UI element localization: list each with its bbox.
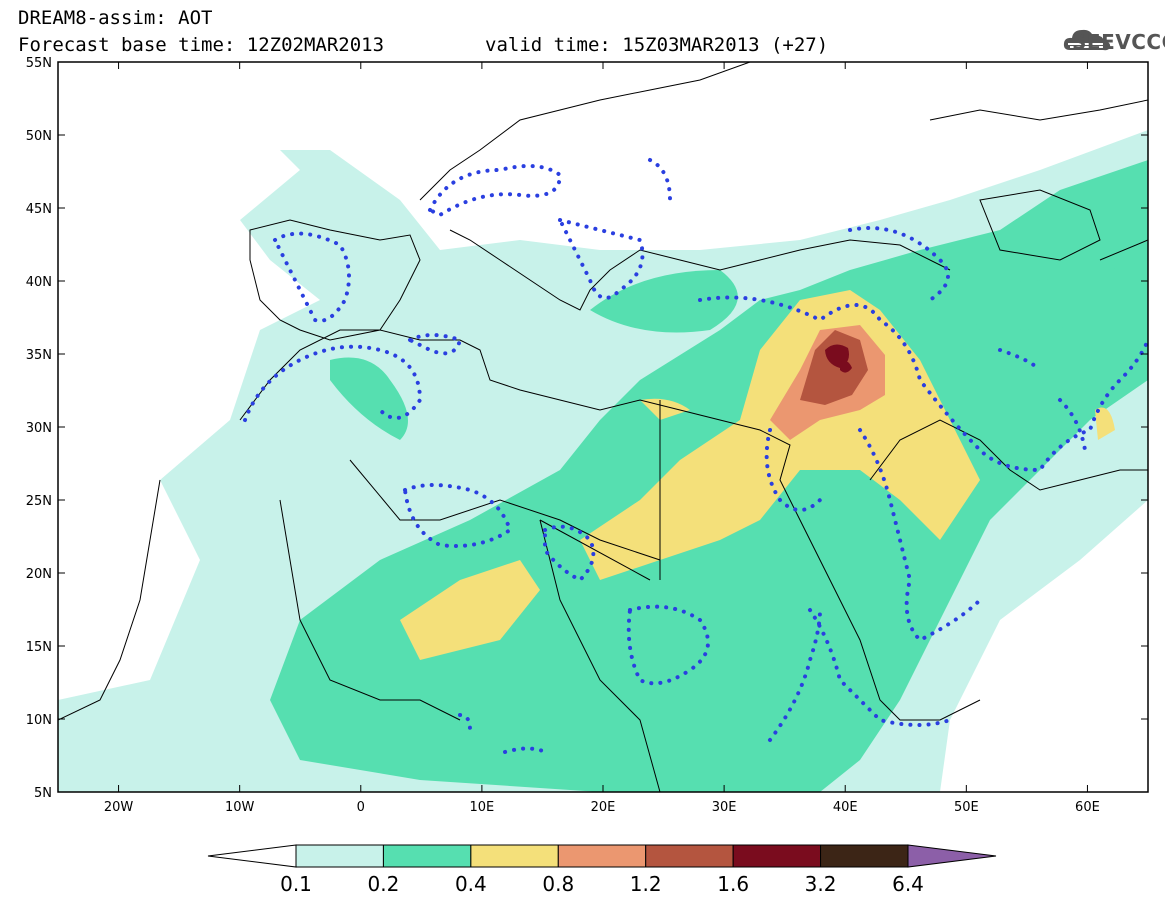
- lon-label: 20W: [104, 800, 134, 815]
- aot-level-0.4: [400, 560, 540, 660]
- lon-label: 20E: [591, 800, 616, 815]
- lon-label: 10E: [470, 800, 495, 815]
- lat-label: 30N: [26, 421, 52, 436]
- lat-label: 50N: [26, 129, 52, 144]
- colorbar-max-arrow: [907, 844, 997, 868]
- cloud-icon: [1063, 29, 1111, 51]
- lat-label: 40N: [26, 275, 52, 290]
- aot-isolines: [243, 158, 1148, 754]
- colorbar-swatch: [557, 844, 647, 868]
- colorbar-level-label: 1.6: [717, 872, 750, 896]
- colorbar: [207, 844, 997, 868]
- colorbar-level-label: 1.2: [629, 872, 662, 896]
- lon-label: 40E: [833, 800, 858, 815]
- colorbar-min-arrow: [207, 844, 297, 868]
- lat-label: 20N: [26, 567, 52, 582]
- aot-field: [58, 62, 1148, 792]
- colorbar-swatch: [820, 844, 909, 868]
- lon-label: 50E: [954, 800, 979, 815]
- longitude-axis: 20W 10W 0 10E 20E 30E 40E 50E 60E: [104, 62, 1100, 815]
- logo-text: SEEVCCC: [1072, 30, 1165, 54]
- colorbar-level-label: 0.2: [367, 872, 400, 896]
- lat-label: 25N: [26, 494, 52, 509]
- lat-label: 45N: [26, 202, 52, 217]
- lon-label: 10W: [225, 800, 255, 815]
- lon-label: 30E: [712, 800, 737, 815]
- lat-label: 5N: [34, 786, 52, 801]
- valid-time: valid time: 15Z03MAR2013 (+27): [485, 34, 829, 56]
- aot-level-1.2: [800, 330, 868, 405]
- colorbar-swatch: [382, 844, 472, 868]
- colorbar-swatch: [470, 844, 559, 868]
- lat-label: 55N: [26, 56, 52, 71]
- colorbar-level-label: 0.8: [542, 872, 575, 896]
- latitude-axis: 55N 50N 45N 40N 35N 30N 25N 20N 15N 10N 5N: [26, 56, 1148, 801]
- lon-label: 0: [357, 800, 365, 815]
- colorbar-level-label: 3.2: [804, 872, 837, 896]
- colorbar-level-label: 6.4: [892, 872, 924, 896]
- map-title: DREAM8-assim: AOT: [18, 7, 213, 29]
- lat-label: 35N: [26, 348, 52, 363]
- colorbar-swatch: [645, 844, 734, 868]
- colorbar-level-label: 0.1: [280, 872, 312, 896]
- lon-label: 60E: [1075, 800, 1100, 815]
- coastlines: [58, 62, 1148, 792]
- lat-label: 10N: [26, 713, 52, 728]
- colorbar-swatch: [732, 844, 822, 868]
- colorbar-level-label: 0.4: [454, 872, 487, 896]
- colorbar-swatch: [295, 844, 384, 868]
- forecast-base-time: Forecast base time: 12Z02MAR2013: [18, 34, 385, 56]
- lat-label: 15N: [26, 640, 52, 655]
